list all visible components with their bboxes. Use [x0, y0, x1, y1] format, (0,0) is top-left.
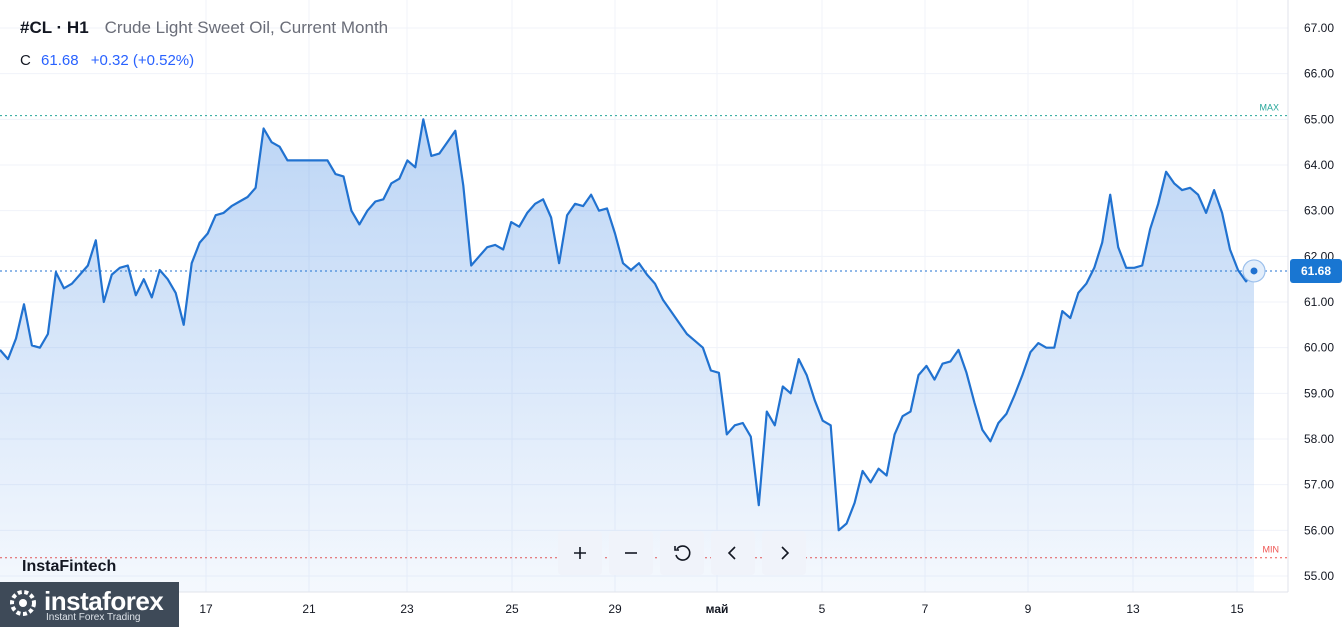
y-tick-label: 67.00: [1304, 21, 1334, 35]
y-axis: 67.0066.0065.0064.0063.0062.0061.0060.00…: [1304, 21, 1334, 583]
chart-toolbar: [558, 531, 813, 575]
logo-wordmark: instaforex: [44, 586, 164, 616]
y-tick-label: 56.00: [1304, 523, 1334, 537]
price-line: [0, 118, 1255, 532]
symbol-label: #CL · H1: [20, 18, 89, 37]
last-price-badge-text: 61.68: [1301, 264, 1331, 278]
last-point-marker: [1250, 267, 1258, 275]
x-tick-label: 21: [302, 602, 316, 616]
y-tick-label: 63.00: [1304, 204, 1334, 218]
close-label: C: [20, 52, 31, 69]
x-tick-label: 5: [819, 602, 826, 616]
watermark-text: InstaFintech: [22, 558, 117, 575]
zoom-out-button[interactable]: [609, 531, 653, 575]
scroll-right-button[interactable]: [762, 531, 806, 575]
minus-icon: [625, 552, 637, 554]
x-tick-label: 25: [505, 602, 519, 616]
reset-button[interactable]: [660, 531, 704, 575]
x-axis: 17 21 23 25 29 май 5 7 9 13 15: [199, 602, 1244, 616]
x-tick-label: 13: [1126, 602, 1140, 616]
y-tick-label: 66.00: [1304, 67, 1334, 81]
logo-icon: [10, 590, 36, 616]
instaforex-logo[interactable]: instaforex Instant Forex Trading: [0, 582, 179, 627]
x-tick-label: 9: [1025, 602, 1032, 616]
close-value: 61.68: [41, 52, 79, 69]
y-tick-label: 60.00: [1304, 341, 1334, 355]
plus-icon: [574, 547, 586, 559]
y-tick-label: 61.00: [1304, 295, 1334, 309]
y-tick-label: 65.00: [1304, 112, 1334, 126]
y-tick-label: 55.00: [1304, 569, 1334, 583]
chevron-left-icon: [727, 546, 736, 560]
max-label: MAX: [1259, 103, 1279, 113]
x-tick-label: 17: [199, 602, 213, 616]
last-price-badge: 61.68: [1290, 258, 1342, 283]
price-area: [0, 119, 1254, 593]
instrument-name: Crude Light Sweet Oil, Current Month: [104, 18, 389, 37]
y-tick-label: 59.00: [1304, 386, 1334, 400]
change-value: +0.32 (+0.52%): [90, 52, 195, 69]
x-tick-label: 23: [400, 602, 414, 616]
x-tick-label: 29: [608, 602, 622, 616]
chevron-right-icon: [781, 546, 790, 560]
y-tick-label: 64.00: [1304, 158, 1334, 172]
min-label: MIN: [1263, 545, 1280, 555]
reset-icon: [674, 545, 691, 561]
x-tick-label: 15: [1230, 602, 1244, 616]
logo-tagline: Instant Forex Trading: [46, 612, 141, 623]
scroll-left-button[interactable]: [711, 531, 755, 575]
zoom-in-button[interactable]: [558, 531, 602, 575]
y-tick-label: 58.00: [1304, 432, 1334, 446]
x-tick-label: 7: [922, 602, 929, 616]
chart-header: #CL · H1 Crude Light Sweet Oil, Current …: [20, 18, 388, 38]
quote-readout: C 61.68 +0.32 (+0.52%): [20, 52, 194, 69]
y-tick-label: 57.00: [1304, 478, 1334, 492]
x-tick-label: май: [706, 602, 729, 616]
